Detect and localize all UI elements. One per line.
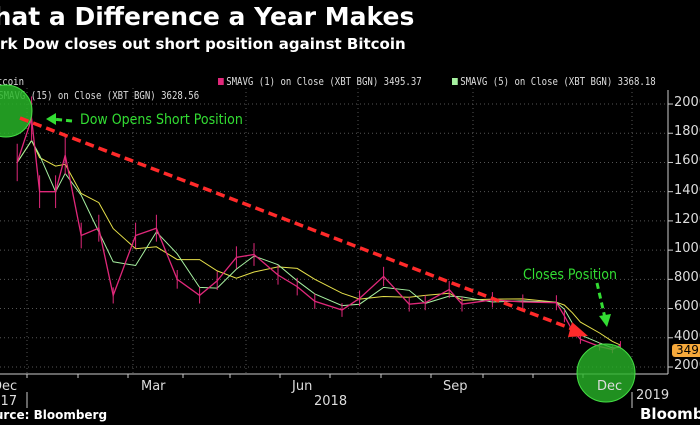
sma15-line [16, 139, 621, 346]
legend-sma15: SMAVG (15) on Close (XBT BGN) 3628.56 [0, 89, 199, 102]
legend-sma1-label: SMAVG (1) on Close (XBT BGN) 3495.37 [226, 75, 422, 88]
arrow-head [568, 322, 588, 337]
legend-sma5-label: SMAVG (5) on Close (XBT BGN) 3368.18 [460, 75, 656, 88]
y-tick-label: 18000 [674, 124, 700, 140]
close-circle [576, 343, 636, 403]
annotation-open: Dow Opens Short Position [80, 112, 243, 128]
y-tick-label: 10000 [674, 241, 700, 256]
y-tick-label: 8000 [674, 270, 700, 286]
sma5-line [16, 139, 621, 349]
bloomberg-logo: Bloomberg [640, 405, 700, 423]
y-tick-label: 12000 [674, 211, 700, 227]
chart-title: What a Difference a Year Makes [0, 2, 415, 31]
legend-swatch [218, 78, 224, 85]
chart-subtitle: Mark Dow closes out short position again… [0, 35, 406, 53]
year-label: 2017 [0, 394, 18, 409]
y-tick-label: 2000 [674, 357, 700, 373]
last-value-tag: 3495 [672, 344, 700, 357]
legend-sma15-label: SMAVG (15) on Close (XBT BGN) 3628.56 [0, 89, 200, 102]
y-tick-label: 16000 [674, 153, 700, 169]
open-pointer-arrow [51, 117, 73, 123]
price-line [16, 118, 621, 351]
open-circle [0, 84, 33, 138]
y-tick-label: 20000 [674, 95, 700, 110]
y-tick-label: 6000 [674, 299, 700, 315]
x-tick-label: Dec [0, 379, 18, 394]
close-pointer-arrow [595, 282, 607, 319]
legend-sma1: SMAVG (1) on Close (XBT BGN) 3495.37 [218, 75, 422, 88]
arrow-head [46, 113, 56, 125]
short-trend-arrow [19, 116, 576, 332]
x-tick-label: Dec [597, 379, 623, 394]
year-label: 2018 [314, 394, 348, 409]
annotation-close: Closes Position [523, 267, 617, 283]
x-tick-label: Sep [443, 379, 468, 394]
y-tick-label: 14000 [674, 182, 700, 198]
y-tick-label: 4000 [674, 328, 700, 344]
source-note: Source: Bloomberg [0, 408, 108, 422]
x-tick-label: Jun [292, 379, 313, 394]
legend-sma5: SMAVG (5) on Close (XBT BGN) 3368.18 [452, 75, 656, 88]
legend-swatch [452, 78, 458, 85]
year-label: 2019 [636, 388, 670, 403]
arrow-head [599, 314, 611, 327]
x-tick-label: Mar [141, 379, 166, 394]
